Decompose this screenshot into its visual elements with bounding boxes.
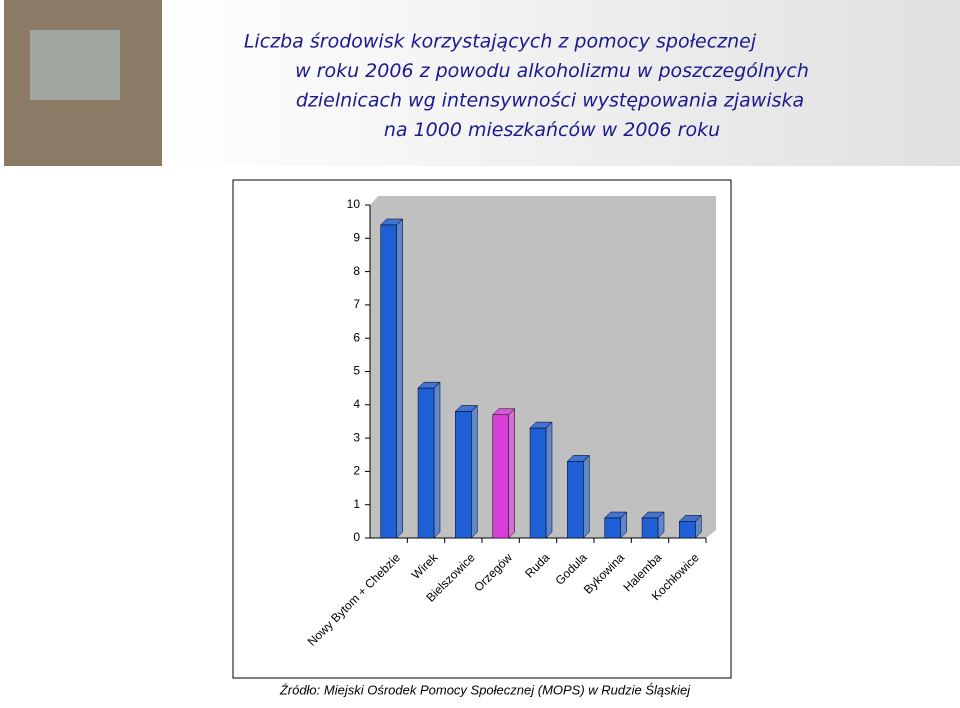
bar — [529, 427, 547, 539]
y-tick-label: 2 — [353, 464, 360, 478]
title-line: w roku 2006 z powodu alkoholizmu w poszc… — [295, 60, 809, 82]
bar — [641, 517, 659, 539]
y-tick-label: 5 — [353, 364, 360, 378]
bar — [455, 411, 472, 539]
y-tick-label: 3 — [353, 430, 360, 444]
y-tick-label: 7 — [353, 297, 360, 311]
y-tick-label: 0 — [353, 530, 360, 544]
bar-side — [471, 404, 478, 539]
header-background — [162, 0, 960, 166]
title-line: Liczba środowisk korzystających z pomocy… — [244, 31, 757, 53]
title: Liczba środowisk korzystających z pomocy… — [244, 31, 809, 142]
y-tick-label: 10 — [347, 197, 361, 211]
y-tick-label: 9 — [353, 230, 360, 244]
bar-side — [508, 408, 515, 539]
bar — [567, 461, 584, 539]
title-line: na 1000 mieszkańców w 2006 roku — [384, 119, 720, 141]
y-tick-label: 4 — [353, 397, 360, 411]
bar — [679, 521, 696, 539]
bar — [417, 387, 435, 539]
bar-side — [583, 454, 590, 539]
bar-side — [433, 381, 441, 539]
y-tick-label: 8 — [353, 264, 360, 278]
bar — [380, 224, 397, 539]
title-line: dzielnicach wg intensywności występowani… — [296, 90, 804, 112]
photo-detail — [30, 30, 120, 100]
y-tick-label: 6 — [353, 330, 360, 344]
bar — [492, 414, 509, 539]
bar — [604, 517, 621, 539]
y-tick-label: 1 — [353, 497, 360, 511]
bar-side — [396, 218, 403, 539]
bar-side — [545, 421, 553, 539]
source: Źródło: Miejski Ośrodek Pomocy Społeczne… — [279, 682, 691, 697]
